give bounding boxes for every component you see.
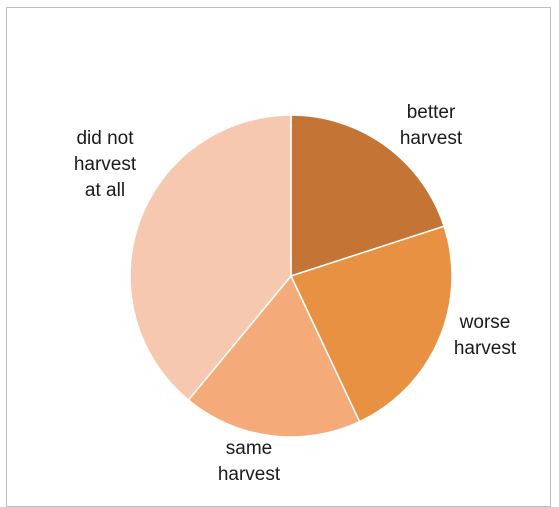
label-line: did not <box>76 128 134 149</box>
label-worse-harvest: worse harvest <box>440 310 530 362</box>
label-line: worse <box>459 312 511 333</box>
label-line: better <box>406 102 456 123</box>
pie-slice-same-harvest <box>187 274 361 438</box>
label-line: harvest <box>217 464 281 485</box>
label-line: at all <box>84 180 126 201</box>
pie-slice-better-harvest <box>290 114 446 278</box>
label-line: harvest <box>73 154 137 175</box>
label-better-harvest: better harvest <box>386 100 476 152</box>
label-did-not-harvest: did not harvest at all <box>60 126 150 204</box>
label-line: harvest <box>453 338 517 359</box>
pie-chart <box>129 114 453 438</box>
label-same-harvest: same harvest <box>204 436 294 488</box>
label-line: harvest <box>399 128 463 149</box>
label-line: same <box>225 438 273 459</box>
pie-slice-did-not-harvest-at-all <box>129 114 292 402</box>
pie-slice-worse-harvest <box>289 225 453 423</box>
